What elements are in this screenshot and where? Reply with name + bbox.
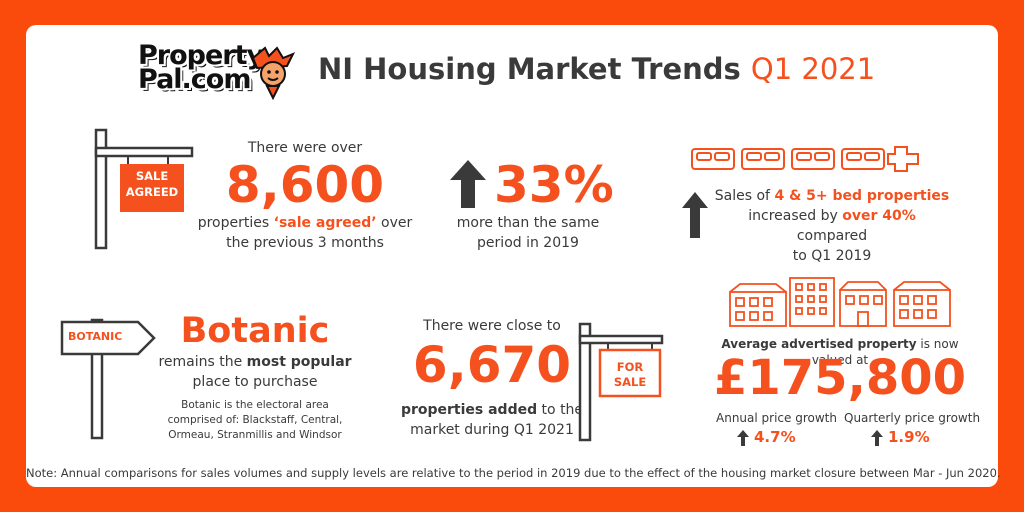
growth-description: more than the same period in 2019 [448, 213, 608, 253]
botanic-note-line1: Botanic is the electoral area [181, 399, 329, 411]
beds-description: Sales of 4 & 5+ bed properties increased… [712, 186, 952, 266]
sale-agreed-intro: There were over [247, 140, 363, 156]
buildings-icon [729, 277, 951, 327]
infographic-card [26, 25, 998, 487]
desc-pre: properties [197, 215, 274, 231]
sign-text-for: FOR [616, 360, 644, 374]
beds-line3: to Q1 2019 [792, 248, 872, 264]
botanic-note: Botanic is the electoral area comprised … [150, 398, 360, 443]
price-label: Average advertised property is now value… [700, 336, 980, 368]
sign-text-agreed: AGREED [125, 185, 179, 199]
botanic-signpost-icon [60, 318, 156, 440]
botanic-name: Botanic [180, 311, 330, 351]
sign-text-sale-2: SALE [613, 375, 647, 389]
beds-line1-pre: Sales of [714, 188, 775, 204]
beds-line2-post: compared [796, 228, 868, 244]
page-title: NI Housing Market Trends Q1 2021 [318, 52, 875, 86]
botanic-line1-pre: remains the [158, 354, 247, 370]
title-period: Q1 2021 [750, 52, 876, 86]
desc-bold: ‘sale agreed’ [273, 215, 377, 231]
price-label-bold: Average advertised property [721, 337, 917, 351]
price-figure: £175,800 [713, 350, 967, 406]
footnote: Note: Annual comparisons for sales volum… [26, 466, 1001, 480]
added-desc-bold: properties added [400, 402, 538, 418]
price-label-post: is now valued at [811, 337, 959, 367]
added-desc-post: to the [537, 402, 584, 418]
added-desc-line2: market during Q1 2021 [410, 422, 574, 438]
growth-line1: more than the same [456, 215, 600, 231]
quarterly-growth-value: 1.9% [888, 428, 930, 446]
up-arrow-icon [450, 160, 486, 208]
beds-line2-bold: over 40% [842, 208, 916, 224]
beds-line1-bold: 4 & 5+ bed properties [774, 188, 950, 204]
botanic-description: remains the most popular place to purcha… [150, 352, 360, 392]
sign-text-sale: SALE [135, 169, 169, 183]
sale-agreed-sign-label: SALE AGREED [120, 168, 184, 200]
propertypal-logo: Property Pal.com [138, 40, 264, 95]
added-description: properties added to the market during Q1… [382, 400, 602, 440]
logo-line-2: Pal.com [138, 64, 251, 95]
for-sale-sign-label: FOR SALE [600, 360, 660, 390]
mascot-icon [251, 46, 296, 100]
beds-line2-pre: increased by [748, 208, 843, 224]
added-intro: There were close to [423, 318, 561, 334]
logo-line-1: Property [138, 40, 264, 71]
botanic-line1-bold: most popular [246, 354, 352, 370]
added-figure: 6,670 [412, 336, 572, 394]
sale-agreed-sign-icon [94, 128, 194, 250]
annual-up-arrow-icon [737, 430, 749, 446]
title-text: NI Housing Market Trends [318, 52, 741, 86]
quarterly-up-arrow-icon [871, 430, 883, 446]
botanic-line2: place to purchase [192, 374, 318, 390]
quarterly-growth-label: Quarterly price growth [844, 411, 981, 425]
beds-up-arrow-icon [682, 192, 708, 238]
for-sale-sign-icon [578, 322, 664, 442]
annual-growth-label: Annual price growth [716, 411, 837, 425]
botanic-sign-label: BOTANIC [68, 330, 123, 343]
botanic-note-line2: comprised of: Blackstaff, Central, [167, 414, 343, 426]
desc-line2: the previous 3 months [226, 235, 384, 251]
beds-icon [691, 146, 919, 172]
growth-line2: period in 2019 [477, 235, 579, 251]
sale-agreed-figure: 8,600 [225, 156, 385, 214]
sale-agreed-description: properties ‘sale agreed’ over the previo… [195, 213, 415, 253]
annual-growth-value: 4.7% [754, 428, 796, 446]
desc-post: over [376, 215, 413, 231]
growth-figure: 33% [494, 156, 614, 214]
botanic-note-line3: Ormeau, Stranmillis and Windsor [168, 429, 342, 441]
